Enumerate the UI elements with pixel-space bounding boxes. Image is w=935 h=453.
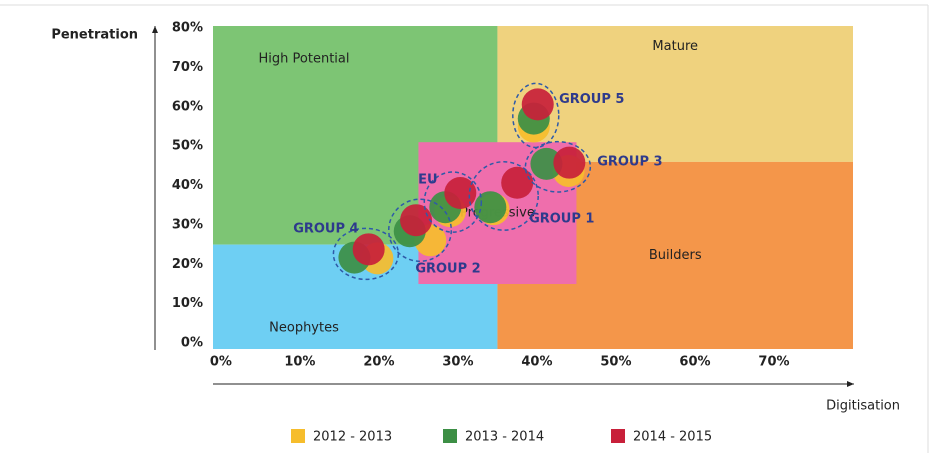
x-tick-label: 60%	[679, 355, 710, 370]
y-tick-label: 10%	[172, 296, 203, 311]
y-tick-label: 50%	[172, 139, 203, 154]
group-label: GROUP 3	[597, 154, 662, 169]
x-axis-label: Digitisation	[826, 399, 900, 414]
group-label: GROUP 2	[415, 262, 480, 277]
bubble	[352, 233, 385, 266]
x-tick-label: 30%	[442, 355, 473, 370]
group-outline	[423, 171, 483, 233]
y-tick-label: 0%	[181, 336, 203, 351]
region-label: Neophytes	[269, 321, 339, 336]
bubble	[400, 204, 433, 237]
legend-label: 2014 - 2015	[633, 430, 712, 445]
x-tick-label: 50%	[600, 355, 631, 370]
x-tick-label: 20%	[363, 355, 394, 370]
region-label: High Potential	[259, 51, 350, 66]
bubble	[474, 191, 507, 224]
group-outline	[512, 82, 560, 149]
legend-label: 2013 - 2014	[465, 430, 544, 445]
group-outline	[468, 161, 539, 231]
marks	[332, 82, 592, 281]
group-label: GROUP 5	[559, 92, 624, 107]
group-label: GROUP 4	[293, 221, 358, 236]
x-tick-label: 10%	[284, 355, 315, 370]
x-tick-label: 70%	[758, 355, 789, 370]
region-label: Mature	[652, 39, 698, 54]
regions: High PotentialNeophytesMatureBuildersPro…	[213, 26, 853, 349]
bubble	[501, 166, 534, 199]
y-tick-label: 80%	[172, 20, 203, 35]
region	[497, 26, 853, 162]
x-tick-label: 40%	[521, 355, 552, 370]
legend-swatch	[291, 429, 305, 443]
y-axis-label: Penetration	[51, 28, 138, 43]
y-tick-label: 30%	[172, 217, 203, 232]
y-tick-label: 70%	[172, 60, 203, 75]
group-outline	[332, 227, 400, 281]
y-tick-label: 60%	[172, 99, 203, 114]
region-label: Builders	[649, 248, 702, 263]
bubble	[444, 177, 477, 210]
x-tick-label: 0%	[210, 355, 232, 370]
y-tick-label: 40%	[172, 178, 203, 193]
group-label: EU	[418, 173, 437, 188]
bubble	[553, 146, 586, 179]
group-label: GROUP 1	[529, 211, 594, 226]
bubble	[530, 147, 563, 180]
legend-swatch	[611, 429, 625, 443]
bubble	[521, 88, 554, 121]
group-outline	[387, 198, 453, 263]
legend-label: 2012 - 2013	[313, 430, 392, 445]
y-tick-label: 20%	[172, 257, 203, 272]
group-outline	[524, 140, 592, 193]
legend-swatch	[443, 429, 457, 443]
